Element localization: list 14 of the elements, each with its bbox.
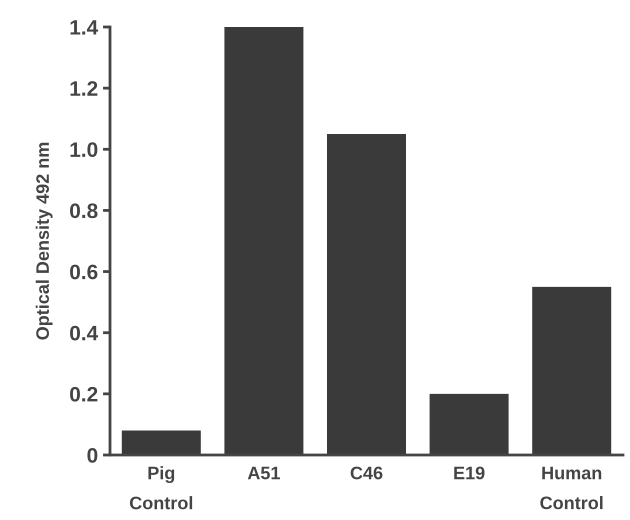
y-tick-label: 1.4 <box>70 20 98 35</box>
y-tick-label: 0.4 <box>70 326 98 340</box>
x-tick-label: E19 <box>454 466 484 480</box>
x-tick-label: Pig Control <box>130 466 192 510</box>
x-tick-label: A51 <box>248 466 280 480</box>
y-tick-label: 0 <box>87 448 98 463</box>
y-tick-label: 0.8 <box>70 203 98 218</box>
y-tick-label: 1.2 <box>70 81 98 96</box>
x-tick-label: C46 <box>350 466 382 480</box>
y-axis-title: Optical Density 492 nm <box>36 142 53 340</box>
y-tick-label: 0.2 <box>70 386 98 402</box>
x-tick-label: Human Control <box>540 466 603 510</box>
y-tick-label: 1.0 <box>70 142 98 158</box>
y-tick-label: 0.6 <box>70 264 98 280</box>
